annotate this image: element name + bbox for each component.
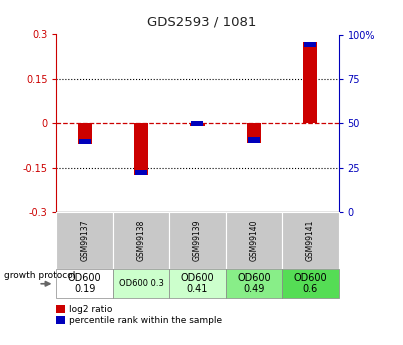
Text: GSM99140: GSM99140 xyxy=(249,220,258,262)
Text: GSM99138: GSM99138 xyxy=(137,220,145,261)
Bar xyxy=(135,170,147,175)
Bar xyxy=(247,124,261,142)
Text: OD600 0.3: OD600 0.3 xyxy=(118,279,164,288)
Text: GDS2593 / 1081: GDS2593 / 1081 xyxy=(147,16,256,29)
Bar xyxy=(191,121,204,126)
Text: growth protocol: growth protocol xyxy=(4,270,75,280)
Text: log2 ratio: log2 ratio xyxy=(69,305,113,314)
Text: OD600
0.6: OD600 0.6 xyxy=(293,273,327,294)
Bar xyxy=(248,137,260,142)
Text: OD600
0.41: OD600 0.41 xyxy=(181,273,214,294)
Text: OD600
0.49: OD600 0.49 xyxy=(237,273,271,294)
Bar xyxy=(78,124,92,144)
Text: percentile rank within the sample: percentile rank within the sample xyxy=(69,316,222,325)
Bar xyxy=(79,139,91,144)
Text: GSM99141: GSM99141 xyxy=(306,220,315,261)
Bar xyxy=(191,124,205,126)
Bar xyxy=(134,124,148,175)
Text: GSM99139: GSM99139 xyxy=(193,220,202,262)
Bar xyxy=(304,42,316,47)
Bar xyxy=(303,42,318,124)
Text: GSM99137: GSM99137 xyxy=(80,220,89,262)
Text: OD600
0.19: OD600 0.19 xyxy=(68,273,102,294)
